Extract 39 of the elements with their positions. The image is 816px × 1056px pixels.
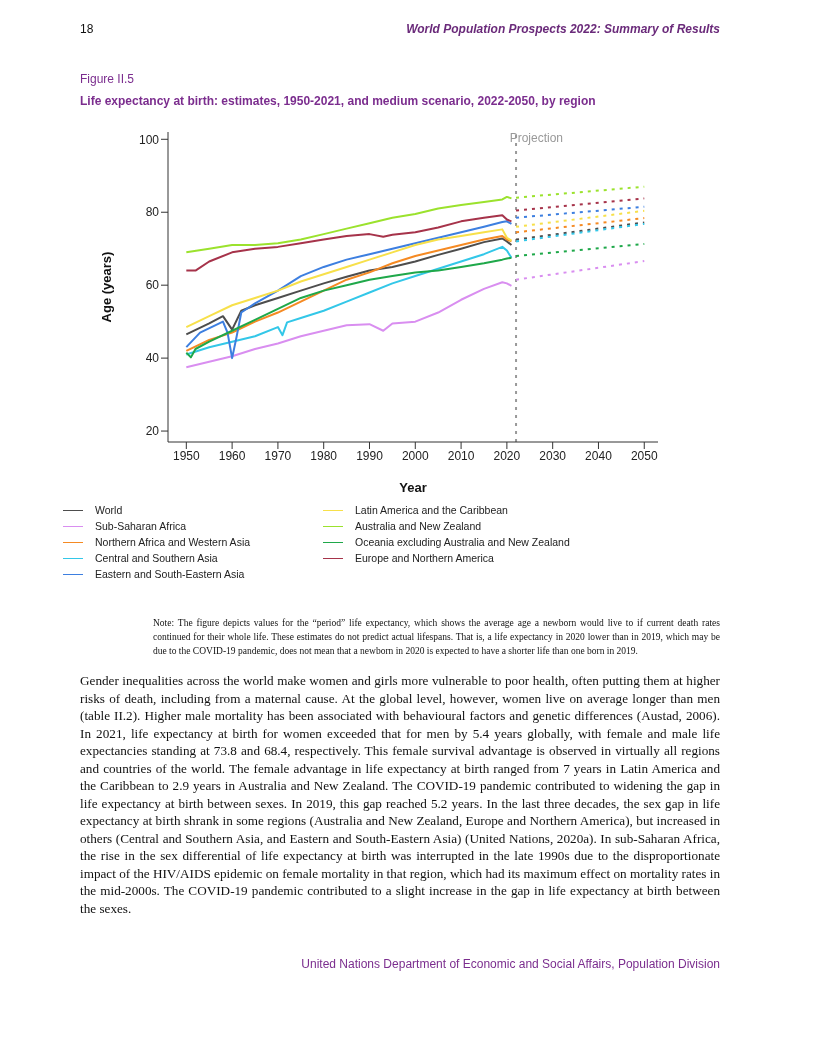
- text: United Nations Department of Economic and Social Affairs, Population Division: [300, 957, 720, 971]
- text: Gender inequalities across the world make women and girls more vulnerable to poor health, often putting them at higher risks of death, including from a maternal cause. At the global level, however, women live on average longer than men (table II.2). Higher male mortality has been associated with behavioural factors and genetic differences (Austad, 2006). In 2021, life expectancy at birth for women exceeded that for men by 5.4 years globally, with female and male life expectancies standing at 73.8 and 68.4, respectively. This female survival advantage is observed in virtually all regions and countries of the world. The female advantage in life expectancy at birth ranged from 7 years in Latin America and the Caribbean to 2.9 years in Australia and New Zealand. The COVID-19 pandemic contributed to widening the gap in life expectancy at birth between sexes. In 2019, this gap reached 5.2 years. In the last three decades, the sex gap in life expectancy at birth shrank in some regions (Australia and New Zealand, Europe and Northern America), but increased in others (Central and Southern Asia, and Eastern and South-Eastern Asia) (United Nations, 2020a). In sub-Saharan Africa, the rise in the sex differential of life expectancy at birth was interrupted in the late 1990s due to the disproportionate impact of the HIV/AIDS epidemic on female mortality in that region, which had its maximum effect on mortality rates in the mid-2000s. The COVID-19 pandemic contributed to a slight increase in the gap in life expectancy at birth between the sexes.: [80, 673, 720, 916]
- y-tick-label: 100: [138, 132, 160, 147]
- legend-label: Europe and Northern America: [355, 552, 494, 564]
- x-tick-label: 1950: [172, 448, 200, 463]
- legend-label: Northern Africa and Western Asia: [95, 536, 251, 548]
- x-tick-label: 1980: [310, 448, 338, 463]
- chart-subtitle: Life expectancy at birth: estimates, 1950-2021, and medium scenario, 2022-2050, by region: [80, 94, 597, 108]
- legend-label: Oceania excluding Australia and New Zealand: [355, 536, 570, 548]
- legend-label: Sub-Saharan Africa: [95, 520, 187, 532]
- legend-label: Central and Southern Asia: [95, 552, 218, 564]
- x-tick-label: 1970: [264, 448, 292, 463]
- legend-label: Eastern and South-Eastern Asia: [95, 568, 245, 580]
- x-tick-label: 1990: [356, 448, 384, 463]
- x-tick-label: 2000: [401, 448, 429, 463]
- x-tick-label: 2030: [539, 448, 567, 463]
- x-tick-label: 1960: [218, 448, 246, 463]
- line-series: [185, 214, 513, 272]
- y-tick-label: 60: [145, 278, 160, 293]
- line-series: [185, 195, 513, 254]
- y-tick-label: 80: [145, 205, 160, 220]
- line-series: [185, 281, 513, 369]
- y-axis-title: Age (years): [98, 251, 114, 323]
- ref-line-label: Projection: [509, 130, 564, 145]
- legend-label: World: [95, 504, 123, 516]
- legend-label: Australia and New Zealand: [355, 520, 482, 532]
- x-axis-title: Year: [399, 480, 427, 495]
- x-tick-label: 2020: [493, 448, 521, 463]
- y-tick-label: 20: [145, 424, 160, 439]
- chart-title: Figure II.5: [80, 72, 136, 86]
- legend-label: Latin America and the Caribbean: [355, 504, 508, 516]
- text: 18: [80, 22, 94, 36]
- x-tick-label: 2040: [585, 448, 613, 463]
- line-series: [185, 220, 513, 360]
- x-tick-label: 2010: [447, 448, 475, 463]
- text: Note: The figure depicts values for the “period” life expectancy, which shows the average age a newborn would live to if current death rates continued for their whole life. These estimates do not predict actual lifespans. That is, a life expectancy in 2020 lower than in 2019, which may be due to the COVID-19 pandemic, does not mean that a newborn in 2020 is expected to have a shorter life than one born in 2019.: [153, 617, 720, 658]
- y-tick-label: 40: [145, 351, 160, 366]
- text: World Population Prospects 2022: Summary of Results: [406, 22, 720, 36]
- x-tick-label: 2050: [630, 448, 658, 463]
